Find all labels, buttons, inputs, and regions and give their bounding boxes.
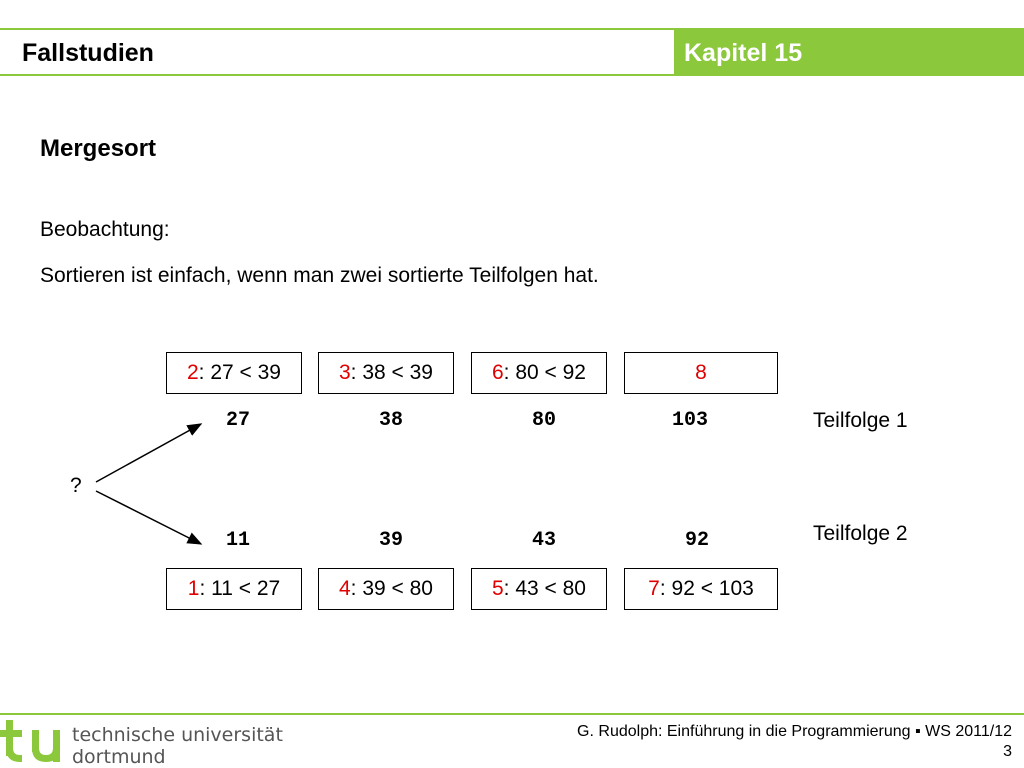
sequence1-label: Teilfolge 1 — [813, 409, 908, 432]
step-number: 6 — [491, 361, 504, 384]
header-top-rule — [0, 28, 1024, 30]
tu-dortmund-logo: technische universität dortmund — [0, 720, 283, 768]
step-number: 7 — [648, 577, 660, 600]
observation-text: Sortieren ist einfach, wenn man zwei sor… — [40, 264, 599, 287]
step-number: 3 — [338, 361, 351, 384]
footer-rule — [0, 713, 1024, 715]
comparison-text: : 92 < 103 — [659, 577, 754, 600]
step-number: 5 — [491, 577, 504, 600]
chapter-label: Kapitel 15 — [684, 39, 803, 67]
seq1-value: 27 — [225, 409, 250, 432]
comparison-box-bottom-3: 5: 43 < 80 — [471, 568, 607, 610]
seq2-value: 11 — [225, 529, 250, 552]
seq2-value: 92 — [684, 529, 709, 552]
comparison-text: : 80 < 92 — [503, 361, 586, 384]
seq2-value: 43 — [531, 529, 556, 552]
comparison-box-top-1: 2: 27 < 39 — [166, 352, 302, 394]
header-bottom-rule — [0, 74, 674, 76]
step-number: 8 — [695, 361, 707, 384]
comparison-text: : 11 < 27 — [199, 577, 281, 600]
comparison-text: : 27 < 39 — [198, 361, 281, 384]
comparison-box-top-2: 3: 38 < 39 — [318, 352, 454, 394]
header-title: Fallstudien — [22, 39, 154, 67]
chapter-badge: Kapitel 15 — [674, 30, 1024, 76]
logo-line2: dortmund — [72, 746, 166, 768]
step-number: 4 — [338, 577, 351, 600]
slide-title: Mergesort — [40, 135, 157, 162]
arrow-down — [95, 490, 203, 545]
observation-label: Beobachtung: — [40, 218, 170, 241]
question-mark: ? — [70, 474, 82, 497]
footer-credit: G. Rudolph: Einführung in die Programmie… — [577, 723, 1012, 740]
comparison-text: : 39 < 80 — [350, 577, 433, 600]
step-number: 2 — [186, 361, 199, 384]
step-number: 1 — [187, 577, 200, 600]
page-number: 3 — [1003, 743, 1012, 760]
comparison-box-bottom-2: 4: 39 < 80 — [318, 568, 454, 610]
sequence2-label: Teilfolge 2 — [813, 522, 908, 545]
arrow-up — [95, 423, 203, 483]
tu-logo-icon — [0, 720, 60, 762]
comparison-box-bottom-4: 7: 92 < 103 — [624, 568, 778, 610]
seq1-value: 38 — [378, 409, 403, 432]
seq1-value: 103 — [671, 409, 708, 432]
logo-line1: technische universität — [72, 724, 283, 746]
comparison-text: : 38 < 39 — [350, 361, 433, 384]
seq1-value: 80 — [531, 409, 556, 432]
comparison-box-bottom-1: 1: 11 < 27 — [166, 568, 302, 610]
comparison-box-top-3: 6: 80 < 92 — [471, 352, 607, 394]
comparison-text: : 43 < 80 — [503, 577, 586, 600]
seq2-value: 39 — [378, 529, 403, 552]
comparison-box-top-4: 8 — [624, 352, 778, 394]
